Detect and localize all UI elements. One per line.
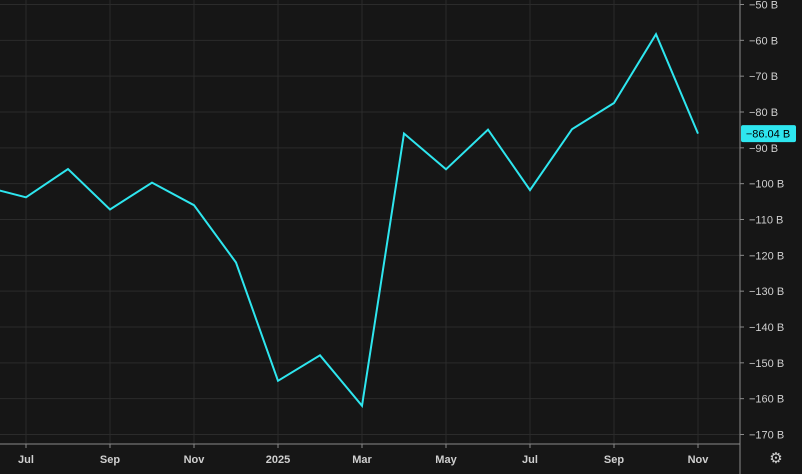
- x-tick-label: Sep: [604, 454, 624, 466]
- settings-gear-icon[interactable]: ⚙: [769, 450, 783, 467]
- y-tick-label: −50 B: [749, 0, 778, 12]
- last-value-text: −86.04 B: [746, 129, 790, 141]
- y-tick-label: −110 B: [749, 215, 783, 227]
- series-layer: [0, 32, 699, 409]
- last-value-label: −86.04 B: [741, 125, 796, 143]
- x-axis-ticks[interactable]: Jul Sep Nov 2025 Mar May Jul Sep Nov: [18, 444, 709, 466]
- y-tick-label: −130 B: [749, 286, 784, 298]
- y-tick-label: −90 B: [749, 143, 778, 155]
- y-axis-ticks[interactable]: −50 B −60 B −70 B −80 B −90 B −100 B −110 B −12…: [740, 0, 784, 442]
- grid-lines: [0, 0, 740, 444]
- y-tick-label: −100 B: [749, 179, 784, 191]
- y-tick-label: −70 B: [749, 71, 778, 83]
- y-tick-label: −170 B: [749, 430, 784, 442]
- y-tick-label: −150 B: [749, 358, 784, 370]
- y-tick-label: −120 B: [749, 250, 784, 262]
- last-value-badge: [741, 125, 796, 143]
- series-line[interactable]: [0, 32, 699, 409]
- axes: [0, 0, 741, 474]
- y-tick-label: −160 B: [749, 394, 784, 406]
- x-tick-label: Jul: [18, 454, 34, 466]
- y-tick-label: −80 B: [749, 107, 778, 119]
- x-tick-label: May: [435, 454, 457, 466]
- x-tick-label: Jul: [522, 454, 538, 466]
- x-tick-label: Nov: [184, 454, 206, 466]
- y-tick-label: −140 B: [749, 322, 784, 334]
- x-tick-label: Mar: [352, 454, 372, 466]
- x-tick-label: Nov: [688, 454, 710, 466]
- y-tick-label: −60 B: [749, 35, 778, 47]
- x-tick-label: 2025: [266, 454, 290, 466]
- x-tick-label: Sep: [100, 454, 120, 466]
